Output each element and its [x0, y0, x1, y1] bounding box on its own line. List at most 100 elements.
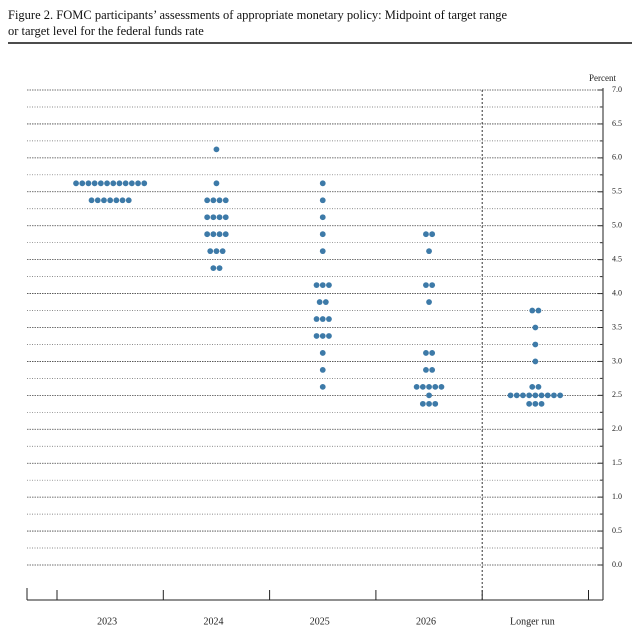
- dot: [222, 197, 229, 204]
- y-tick-label: 3.0: [612, 356, 622, 365]
- y-tick-label: 4.0: [612, 288, 622, 297]
- dot: [116, 180, 123, 187]
- dot: [122, 180, 129, 187]
- dot: [85, 180, 92, 187]
- x-tick-label: 2023: [97, 616, 117, 627]
- dot: [313, 316, 320, 322]
- dot: [213, 248, 220, 255]
- x-tick-label: Longer run: [510, 616, 555, 627]
- dot: [429, 231, 436, 238]
- dot: [128, 180, 135, 187]
- dot: [216, 214, 223, 221]
- dot: [438, 383, 445, 390]
- dot: [426, 392, 432, 399]
- y-tick-label: 4.5: [612, 254, 622, 263]
- y-tick-label: 2.5: [612, 390, 622, 399]
- dot: [326, 316, 332, 322]
- dot: [316, 299, 323, 305]
- dot: [319, 282, 326, 288]
- dot: [426, 299, 432, 305]
- dot: [104, 180, 110, 187]
- y-tick-label: 0.0: [612, 560, 622, 569]
- y-tick-label: 1.0: [612, 492, 622, 501]
- dot: [73, 180, 79, 187]
- dot: [204, 214, 211, 221]
- dot: [532, 341, 539, 348]
- dot: [216, 265, 223, 272]
- dot: [423, 231, 429, 238]
- dot: [326, 333, 332, 339]
- dot: [222, 214, 229, 221]
- dot: [319, 383, 326, 390]
- dot: [219, 248, 226, 255]
- dot: [125, 197, 132, 204]
- dot: [423, 350, 429, 356]
- x-tick-label: 2026: [416, 616, 436, 627]
- dot: [419, 400, 426, 407]
- dot: [210, 265, 217, 272]
- dot: [538, 400, 545, 407]
- dot: [526, 392, 533, 399]
- x-tick-label: 2025: [310, 616, 330, 627]
- dot: [413, 383, 420, 390]
- dot: [319, 316, 326, 322]
- y-axis-label: Percent: [589, 73, 616, 83]
- dot: [207, 248, 214, 255]
- dot: [319, 214, 326, 221]
- dot: [557, 392, 564, 399]
- dot: [426, 383, 432, 390]
- y-tick-label: 6.5: [612, 119, 622, 128]
- dot: [520, 392, 526, 399]
- dot: [204, 231, 211, 238]
- dot: [107, 197, 114, 204]
- y-tick-label: 5.5: [612, 187, 622, 196]
- dot: [319, 197, 326, 204]
- dot: [423, 282, 429, 288]
- dot: [319, 231, 326, 238]
- dot: [551, 392, 557, 399]
- dot: [101, 197, 107, 204]
- dot: [210, 231, 217, 238]
- dot: [210, 214, 217, 221]
- dot: [419, 383, 426, 390]
- dot: [429, 282, 436, 288]
- dot: [313, 282, 320, 288]
- dot: [429, 350, 436, 356]
- dot: [319, 333, 326, 339]
- dot: [526, 400, 533, 407]
- dot: [216, 197, 223, 204]
- x-tick-label: 2024: [203, 616, 223, 627]
- dot: [535, 383, 542, 390]
- y-tick-label: 7.0: [612, 85, 622, 94]
- dot: [216, 231, 223, 238]
- y-tick-label: 5.0: [612, 221, 622, 230]
- y-tick-label: 6.0: [612, 153, 622, 162]
- dot: [426, 248, 432, 255]
- dot: [91, 180, 98, 187]
- dot: [210, 197, 217, 204]
- dot: [222, 231, 229, 238]
- chart-title: or target level for the federal funds ra…: [8, 24, 204, 38]
- chart-title: Figure 2. FOMC participants’ assessments…: [8, 8, 508, 22]
- dot: [213, 180, 220, 187]
- dot: [319, 350, 326, 356]
- dot: [319, 180, 326, 187]
- dot: [529, 307, 536, 314]
- dot: [79, 180, 86, 187]
- dot: [532, 358, 539, 365]
- dot: [322, 299, 329, 305]
- dot: [135, 180, 141, 187]
- dot: [97, 180, 104, 187]
- dot: [88, 197, 95, 204]
- dot: [94, 197, 101, 204]
- dot: [535, 307, 542, 314]
- dot: [544, 392, 551, 399]
- y-tick-label: 3.5: [612, 322, 622, 331]
- dot: [429, 367, 436, 373]
- dot: [532, 400, 539, 407]
- y-tick-label: 2.0: [612, 424, 622, 433]
- dot: [204, 197, 211, 204]
- dot: [313, 333, 320, 339]
- dot: [426, 400, 432, 407]
